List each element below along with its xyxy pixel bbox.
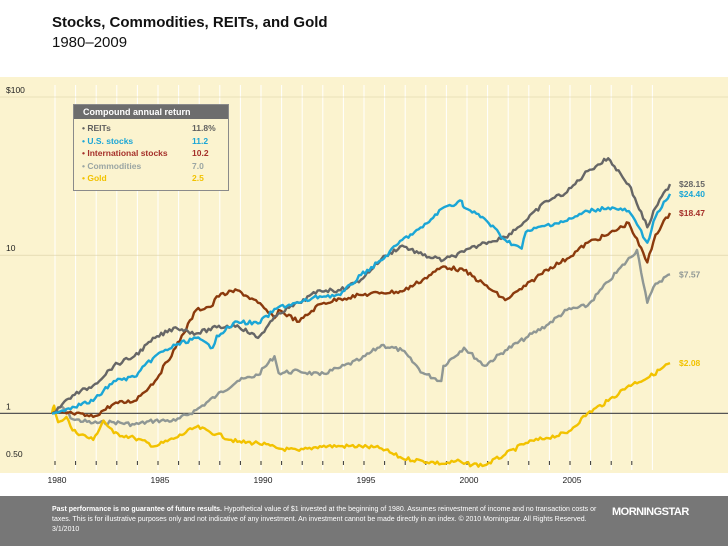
chart-title: Stocks, Commodities, REITs, and Gold [52,14,328,31]
series-end-label: $18.47 [679,208,705,218]
legend-item: • U.S. stocks 11.2 [74,134,228,147]
legend-label: • Gold [82,173,107,183]
series-line [51,157,672,415]
x-tick-label: 2005 [563,475,582,485]
y-tick-label: 10 [6,243,16,253]
series-end-label: $7.57 [679,269,701,279]
series-end-label: $24.40 [679,189,705,199]
footnote: Past performance is no guarantee of futu… [52,505,612,535]
legend-label: • Commodities [82,160,142,171]
series-end-label: $2.08 [679,358,701,368]
x-tick-label: 1995 [357,475,376,485]
y-tick-label: $100 [6,85,25,95]
legend-value: 11.2 [192,135,209,146]
series-line [51,212,672,419]
x-tick-label: 2000 [460,475,479,485]
footer-bar [0,496,728,546]
footnote-bold: Past performance is no guarantee of futu… [52,506,222,513]
legend-value: 10.2 [192,148,209,158]
chart-subtitle: 1980–2009 [52,34,128,51]
y-tick-label: 1 [6,401,11,411]
legend-label: • REITs [82,123,111,133]
legend-value: 11.8% [192,123,216,133]
footnote-text: Hypothetical value of $1 invested at the… [52,506,597,533]
chart-svg: $100 10 1 0.50 1980 1985 1990 1995 2000 2005 $7.57… [0,85,728,485]
legend-item: • REITs 11.8% [74,121,228,134]
legend-value: 2.5 [192,173,204,183]
series-line [51,193,672,415]
x-tick-label: 1985 [151,475,170,485]
legend: Compound annual return • REITs 11.8% • U… [73,104,229,191]
y-tick-label: 0.50 [6,449,23,459]
legend-item: • Commodities 7.0 [74,159,228,172]
legend-label: • U.S. stocks [82,135,134,146]
series-line [50,361,671,468]
morningstar-logo: MORNINGSTAR [612,506,689,518]
legend-title: Compound annual return [74,105,228,119]
series-line [51,248,671,428]
legend-label: • International stocks [82,148,168,158]
series-end-label: $28.15 [679,179,705,189]
legend-value: 7.0 [192,160,204,171]
x-tick-label: 1980 [48,475,67,485]
x-tick-label: 1990 [254,475,273,485]
legend-item: • International stocks 10.2 [74,146,228,159]
legend-item: • Gold 2.5 [74,171,228,184]
